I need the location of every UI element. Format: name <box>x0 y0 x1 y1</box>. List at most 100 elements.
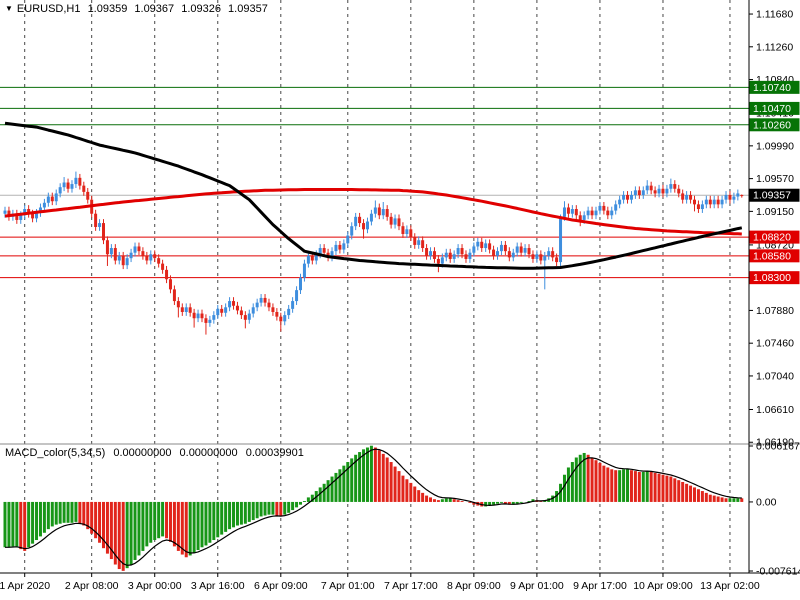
candle <box>700 204 704 210</box>
macd-bar <box>622 469 626 502</box>
candle <box>204 318 208 323</box>
candle <box>444 252 448 258</box>
candle <box>661 188 665 194</box>
macd-bar <box>70 501 74 523</box>
macd-axis-labels: 0.0061679 0.00 -0.0076149 <box>749 441 800 578</box>
macd-bar <box>456 500 460 502</box>
macd-bar <box>570 462 574 502</box>
macd-bar <box>220 501 224 535</box>
macd-tick-label: 0.0061679 <box>756 441 800 453</box>
macd-bar <box>35 501 39 541</box>
macd-bar <box>66 501 70 523</box>
candle <box>362 223 366 230</box>
macd-bar <box>200 501 204 548</box>
macd-bar <box>216 501 220 538</box>
candle <box>598 205 602 211</box>
macd-bar <box>102 501 105 549</box>
panel-borders <box>0 0 800 574</box>
candle <box>413 237 417 245</box>
macd-bar <box>519 501 523 503</box>
price-tick-label: 1.06190 <box>756 437 794 449</box>
macd-bar <box>263 501 267 516</box>
price-badge-label: 1.10470 <box>753 103 791 115</box>
candle <box>515 246 519 253</box>
macd-bar <box>283 501 287 515</box>
candle <box>511 252 515 258</box>
candle <box>732 196 736 200</box>
macd-bar <box>492 501 496 505</box>
candle <box>283 315 287 322</box>
candle <box>31 213 35 219</box>
macd-bar <box>310 494 314 502</box>
macd-bar <box>358 452 362 502</box>
macd-bar <box>172 501 176 547</box>
candle <box>637 190 641 195</box>
candle <box>302 263 306 278</box>
candle <box>27 209 31 214</box>
macd-bar <box>299 501 302 505</box>
candle <box>594 210 598 216</box>
macd-bar <box>23 501 27 551</box>
macd-bar <box>602 465 606 502</box>
time-tick-label: 10 Apr 09:00 <box>633 580 693 592</box>
macd-bar <box>736 498 740 502</box>
macd-bar <box>322 483 326 502</box>
candle <box>641 190 645 195</box>
macd-bar <box>665 475 669 502</box>
price-badge-label: 1.08820 <box>753 232 791 244</box>
price-badge-label: 1.08580 <box>753 250 791 262</box>
price-axis[interactable]: 1.116801.112601.108401.104101.099901.095… <box>749 9 794 449</box>
candle <box>168 279 172 290</box>
macd-bar <box>389 462 393 502</box>
macd-bar <box>302 501 306 502</box>
candle <box>602 205 606 211</box>
candle <box>689 194 693 200</box>
candle <box>129 252 133 259</box>
candle <box>19 215 23 220</box>
macd-bar <box>334 472 338 502</box>
ohlc-open: 1.09359 <box>87 3 128 15</box>
candle <box>578 215 582 220</box>
candle <box>291 301 295 309</box>
candle <box>523 248 527 253</box>
macd-bar <box>381 453 385 502</box>
candle <box>121 255 125 266</box>
candle <box>117 255 121 261</box>
time-tick-label: 13 Apr 02:00 <box>700 580 760 592</box>
candle <box>188 307 192 313</box>
macd-bar <box>15 501 19 547</box>
macd-bar <box>472 501 476 505</box>
candle <box>606 210 610 216</box>
time-tick-label: 7 Apr 17:00 <box>384 580 438 592</box>
macd-bar <box>330 476 334 502</box>
candle <box>401 226 405 234</box>
macd-bar <box>421 492 425 502</box>
candle <box>649 185 653 191</box>
macd-bar <box>409 482 413 502</box>
candle <box>153 254 157 259</box>
macd-bar <box>393 466 397 502</box>
macd-bar <box>369 445 373 502</box>
macd-bar <box>133 501 137 560</box>
macd-bar <box>578 454 582 502</box>
candle <box>586 210 590 216</box>
candle <box>149 254 153 261</box>
time-axis[interactable]: 1 Apr 2020 2 Apr 08:00 3 Apr 00:00 3 Apr 16… <box>0 573 760 592</box>
candle <box>496 251 499 256</box>
candle <box>409 229 413 238</box>
macd-bar <box>145 501 149 547</box>
macd-bar <box>724 498 728 502</box>
candle <box>220 308 224 313</box>
time-tick-label: 7 Apr 01:00 <box>321 580 375 592</box>
candle <box>381 209 385 216</box>
ma-red-line <box>4 188 742 236</box>
macd-bar <box>716 496 720 502</box>
candle <box>38 207 42 213</box>
macd-bar <box>251 501 255 521</box>
candle <box>397 218 401 227</box>
candle <box>681 193 685 200</box>
candle <box>440 257 444 264</box>
candle <box>389 216 393 225</box>
